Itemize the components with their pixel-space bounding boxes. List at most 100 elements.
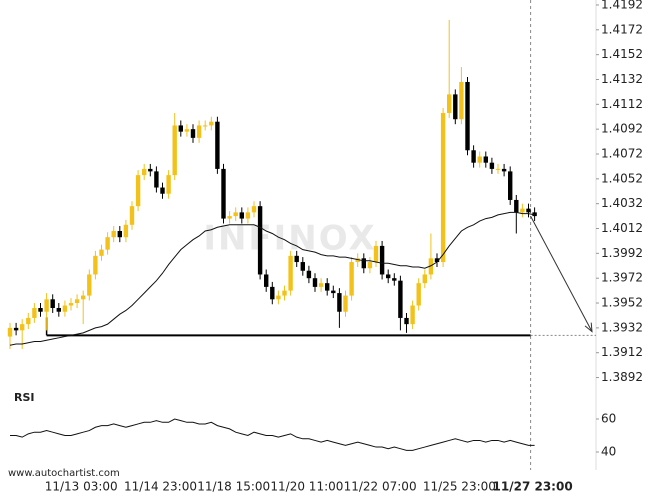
x-tick-label: 11/25 23:00: [423, 480, 496, 494]
candle-body: [276, 295, 281, 300]
y-tick-label: 1.4012: [601, 221, 643, 235]
candle-body: [428, 258, 434, 275]
rsi-tick-label: 60: [601, 412, 616, 426]
candle-body: [166, 175, 171, 194]
candle-body: [74, 299, 80, 304]
candle-body: [209, 121, 214, 126]
candle-body: [257, 206, 263, 275]
candle-body: [477, 156, 482, 163]
y-tick-label: 1.3952: [601, 296, 643, 310]
candle-body: [453, 94, 458, 120]
candle-body: [81, 295, 86, 300]
candle-body: [526, 208, 531, 213]
candle-body: [422, 274, 427, 284]
candle-body: [123, 224, 129, 238]
rsi-line: [10, 418, 535, 451]
candle-body: [32, 308, 37, 318]
candle-body: [20, 324, 25, 331]
candle-body: [56, 308, 61, 312]
candle-body: [233, 212, 238, 217]
candle-body: [215, 121, 220, 169]
x-tick-label: 11/18 15:00: [197, 480, 270, 494]
candle-body: [508, 171, 513, 200]
candle-body: [514, 199, 519, 213]
candle-body: [135, 175, 141, 207]
source-label: www.autochartist.com: [8, 468, 120, 479]
candle-body: [93, 255, 98, 275]
candle-body: [398, 280, 403, 318]
candle-body: [288, 255, 293, 291]
x-tick-label: 11/14 23:00: [124, 480, 197, 494]
moving-average-line: [9, 211, 535, 346]
candle-body: [459, 81, 464, 120]
candle-body: [447, 94, 452, 114]
x-tick-label: 11/13 03:00: [45, 480, 118, 494]
candle-body: [379, 245, 385, 275]
candle-body: [142, 168, 147, 176]
candle-body: [294, 255, 299, 263]
candle-body: [239, 212, 244, 219]
x-tick-label: 11/20 11:00: [270, 480, 343, 494]
candle-body: [270, 286, 275, 300]
candle-body: [227, 216, 232, 219]
candle-body: [318, 283, 324, 287]
candle-body: [300, 262, 305, 271]
y-tick-label: 1.3912: [601, 345, 643, 359]
candle-body: [221, 168, 226, 219]
candle-body: [483, 156, 488, 163]
candle-body: [264, 274, 269, 287]
y-tick-label: 1.4172: [601, 22, 643, 36]
candle-body: [501, 168, 507, 172]
candle-body: [203, 125, 208, 127]
candle-body: [160, 187, 165, 194]
x-tick-label: 11/27 23:00: [493, 480, 573, 494]
y-tick-label: 1.4132: [601, 72, 643, 86]
candle-body: [129, 206, 135, 225]
y-tick-label: 1.4052: [601, 171, 643, 185]
candle-body: [349, 262, 354, 296]
candle-body: [172, 125, 177, 176]
candle-body: [190, 129, 196, 138]
candle-body: [7, 327, 13, 337]
y-tick-label: 1.4152: [601, 47, 643, 61]
candle-body: [99, 249, 104, 256]
forecast-arrowhead: [584, 322, 593, 333]
candle-body: [44, 299, 49, 312]
candle-body: [117, 231, 122, 238]
y-tick-label: 1.3892: [601, 370, 643, 384]
candle-body: [520, 208, 525, 213]
candle-body: [325, 283, 330, 291]
candle-body: [105, 237, 110, 250]
candle-body: [355, 258, 360, 263]
candle-body: [386, 274, 391, 279]
candle-body: [337, 293, 342, 312]
candle-body: [306, 270, 312, 279]
candle-body: [178, 125, 183, 132]
rsi-tick-label: 40: [601, 445, 616, 459]
candle-body: [532, 212, 537, 217]
candle-body: [251, 206, 257, 213]
candle-body: [196, 125, 202, 138]
y-tick-label: 1.4192: [601, 0, 643, 11]
forecast-arrow: [530, 215, 593, 332]
rsi-title: RSI: [14, 391, 35, 404]
candle-body: [62, 305, 68, 312]
candle-body: [184, 129, 190, 132]
candle-body: [495, 168, 501, 170]
y-tick-label: 1.4112: [601, 97, 643, 111]
candle-body: [465, 81, 470, 151]
candle-body: [13, 327, 19, 331]
candle-body: [343, 295, 348, 312]
candle-body: [38, 308, 43, 312]
candle-body: [392, 278, 397, 281]
candle-body: [361, 258, 366, 269]
y-tick-label: 1.3992: [601, 246, 643, 260]
candle-body: [404, 317, 409, 325]
candle-body: [50, 299, 55, 308]
candle-body: [416, 283, 421, 306]
candle-body: [68, 303, 74, 306]
y-tick-label: 1.4072: [601, 147, 643, 161]
x-tick-label: 11/22 07:00: [344, 480, 417, 494]
